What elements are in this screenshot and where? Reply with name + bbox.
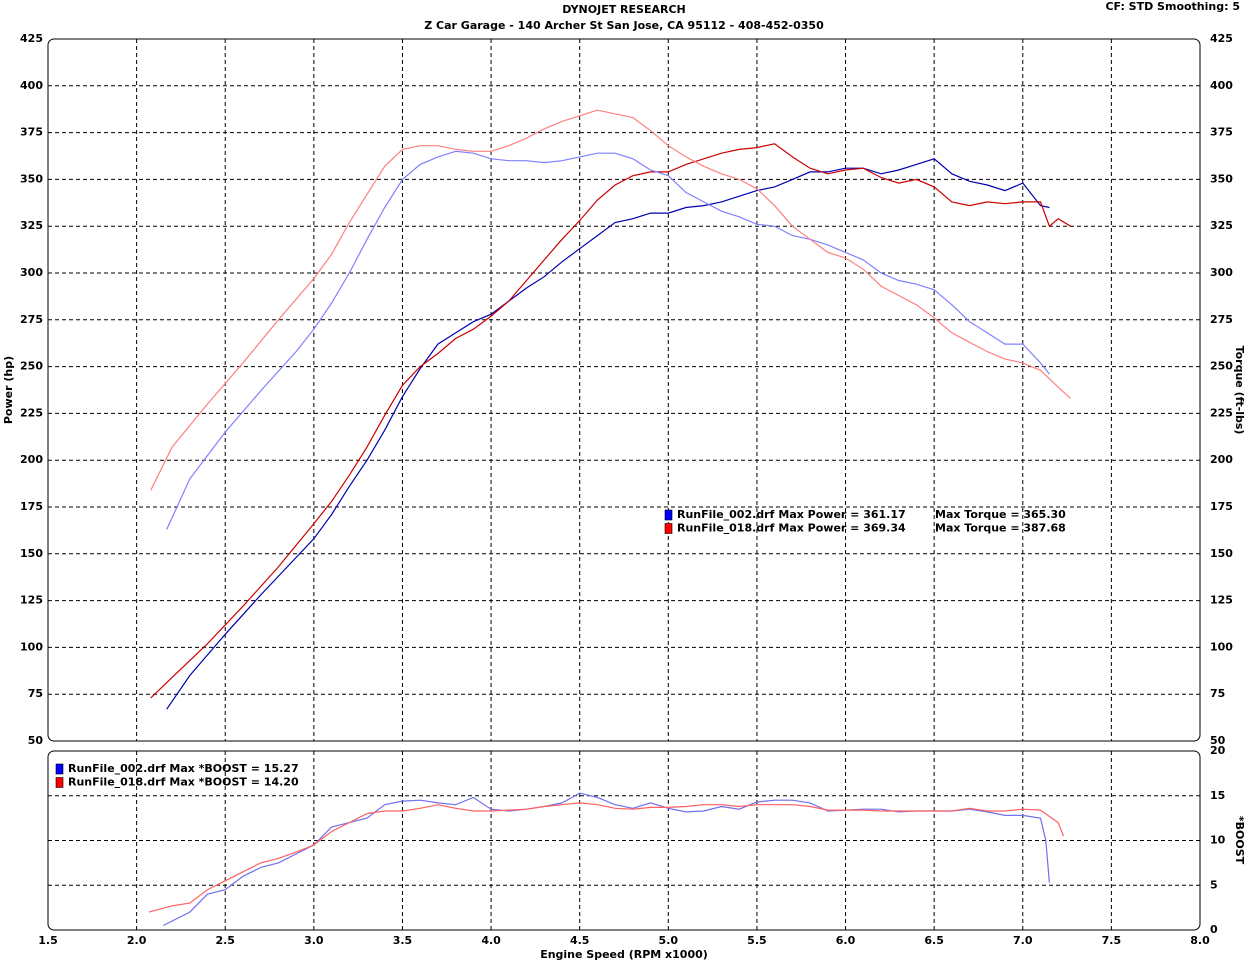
y-tick-label: 100 [20,640,43,653]
legend-swatch [55,777,64,788]
x-tick-label: 5.0 [659,934,679,947]
cf-text: CF: STD Smoothing: 5 [1105,0,1240,13]
y2-tick-label: 50 [1210,734,1226,747]
x-tick-label: 3.5 [393,934,413,947]
y2-tick-label: 0 [1210,923,1218,936]
legend-max-power: Max Power = 369.34 [778,522,906,535]
y2-tick-label: 250 [1210,360,1233,373]
y2-tick-label: 200 [1210,453,1233,466]
legend-name: RunFile_002.drf [677,508,775,521]
y2-tick-label: 225 [1210,406,1233,419]
y-tick-label: 225 [20,406,43,419]
x-tick-label: 2.5 [215,934,235,947]
x-tick-label: 6.5 [924,934,944,947]
series-line [162,792,1050,927]
legend-max-power: Max Power = 361.17 [778,508,905,521]
y2-tick-label: 100 [1210,640,1233,653]
legend-entry: RunFile_018.drf Max *BOOST = 14.20 [68,776,299,789]
y2-tick-label: 275 [1210,313,1233,326]
y-tick-label: 150 [20,547,43,560]
y-tick-label: 425 [20,32,43,45]
legend-max-boost: Max *BOOST = 15.27 [169,762,298,775]
y2-tick-label: 175 [1210,500,1233,513]
y-tick-label: 400 [20,79,43,92]
chart-title: DYNOJET RESEARCH [562,3,685,16]
y2-tick-label: 75 [1210,687,1225,700]
y-tick-label: 300 [20,266,43,279]
x-tick-label: 5.5 [747,934,767,947]
y2-axis-label: Torque (ft-lbs) [1233,346,1246,435]
series-line [166,150,1050,530]
legend-max-torque: Max Torque = 365.30 [935,508,1066,521]
series-line [166,158,1050,710]
y2-tick-label: 10 [1210,834,1226,847]
boost-axis-label: *BOOST [1233,816,1246,865]
y2-tick-label: 400 [1210,79,1233,92]
y2-tick-label: 20 [1210,744,1226,757]
legend-name: RunFile_002.drf [68,762,166,775]
y2-tick-label: 5 [1210,878,1218,891]
legend-name: RunFile_018.drf [677,522,775,535]
legend-swatch [664,509,673,521]
x-tick-label: 3.0 [304,934,324,947]
y2-tick-label: 15 [1210,789,1225,802]
y-tick-label: 275 [20,313,43,326]
x-tick-label: 4.0 [481,934,501,947]
legend-entry: RunFile_002.drf Max *BOOST = 15.27 [68,762,299,775]
x-tick-label: 7.5 [1102,934,1122,947]
legend-swatch [55,763,64,775]
legend-entry: RunFile_002.drf Max Power = 361.17 [677,508,906,521]
y-tick-label: 325 [20,219,43,232]
x-tick-label: 8.0 [1190,934,1210,947]
chart-subtitle: Z Car Garage - 140 Archer St San Jose, C… [424,19,824,32]
series-line [150,143,1071,699]
legend-entry: RunFile_018.drf Max Power = 369.34 [677,522,906,535]
legend-max-boost: Max *BOOST = 14.20 [169,776,299,789]
x-tick-label: 1.5 [38,934,58,947]
y-tick-label: 125 [20,594,43,607]
y2-tick-label: 125 [1210,594,1233,607]
y-tick-label: 250 [20,360,43,373]
y2-tick-label: 325 [1210,219,1233,232]
x-tick-label: 6.0 [836,934,856,947]
y2-tick-label: 425 [1210,32,1233,45]
y2-tick-label: 350 [1210,172,1233,185]
y-tick-label: 350 [20,172,43,185]
y-tick-label: 175 [20,500,43,513]
y-tick-label: 200 [20,453,43,466]
x-tick-label: 2.0 [127,934,147,947]
y2-tick-label: 150 [1210,547,1233,560]
x-axis-label: Engine Speed (RPM x1000) [540,948,708,961]
y2-tick-label: 300 [1210,266,1233,279]
legend-max-torque: Max Torque = 387.68 [935,522,1066,535]
y-tick-label: 375 [20,126,43,139]
legend-swatch [664,523,673,534]
plot-frame [47,38,1201,742]
y-tick-label: 50 [28,734,44,747]
series-line [150,109,1072,491]
y-axis-label: Power (hp) [2,356,15,424]
x-tick-label: 7.0 [1013,934,1033,947]
y-tick-label: 75 [28,687,43,700]
series-line [148,802,1065,913]
x-tick-label: 4.5 [570,934,590,947]
y2-tick-label: 375 [1210,126,1233,139]
legend-name: RunFile_018.drf [68,776,166,789]
